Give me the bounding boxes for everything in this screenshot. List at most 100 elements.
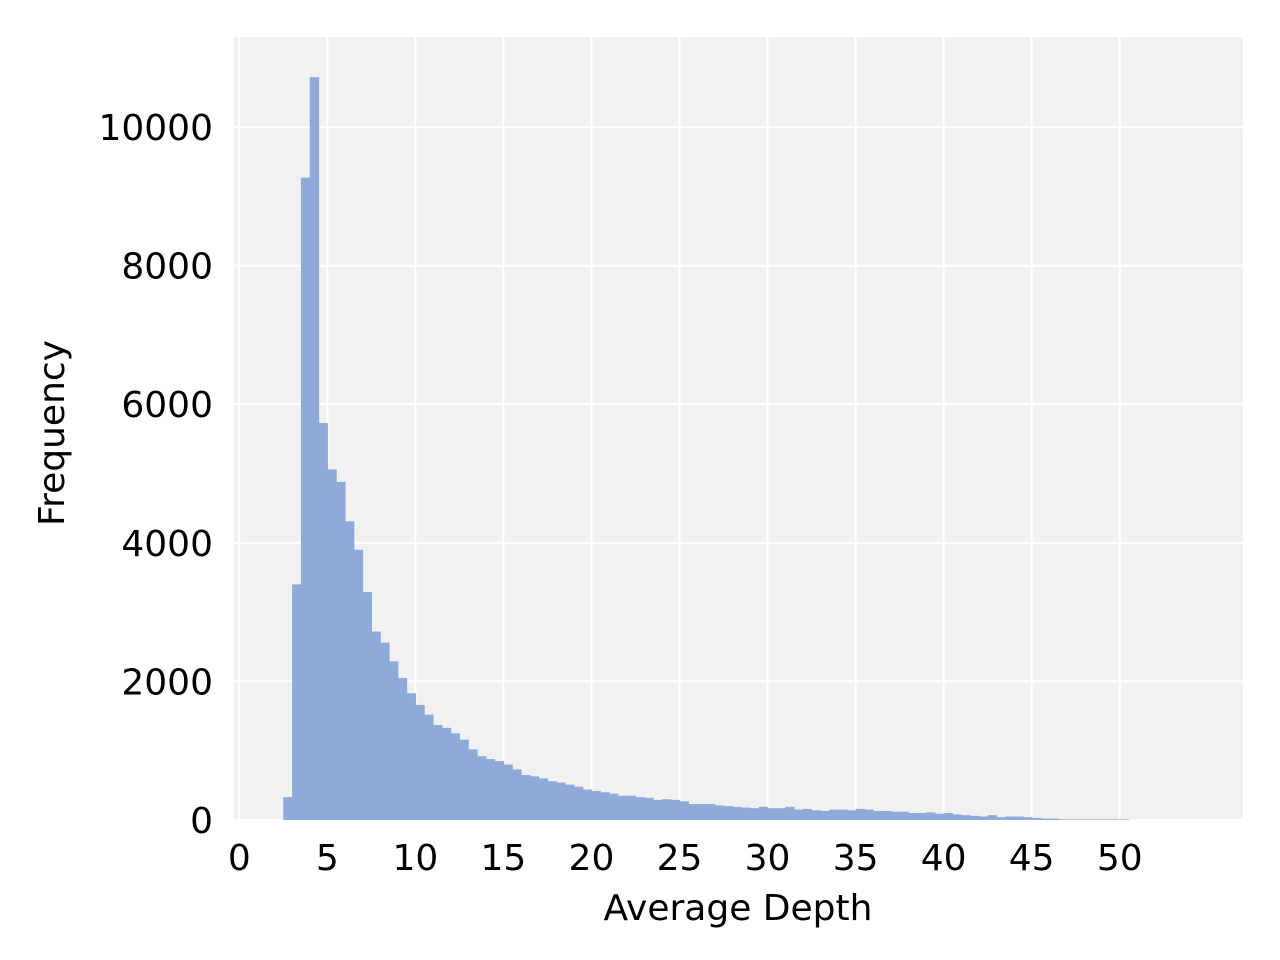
histogram-bar-20: [459, 739, 469, 820]
histogram-bar-61: [820, 810, 830, 820]
histogram-bar-75: [943, 813, 954, 820]
histogram-bar-7: [344, 521, 355, 820]
histogram-bar-91: [1084, 819, 1094, 820]
histogram-bar-57: [785, 806, 795, 820]
histogram-bar-17: [432, 725, 443, 820]
histogram-bar-36: [600, 792, 610, 820]
histogram-bar-95: [1119, 819, 1130, 820]
histogram-bar-64: [846, 810, 857, 820]
y-tick-label-10000: 10000: [98, 108, 213, 149]
histogram-bar-74: [934, 813, 945, 820]
x-tick-label-20: 20: [569, 838, 615, 879]
histogram-bar-48: [705, 804, 716, 820]
histogram-bar-70: [899, 811, 910, 820]
histogram-bar-28: [529, 776, 540, 820]
y-tick-label-2000: 2000: [121, 662, 213, 703]
histogram-bar-78: [970, 815, 980, 820]
histogram-bar-10: [371, 631, 381, 820]
histogram-bar-16: [424, 714, 434, 820]
x-tick-label-0: 0: [228, 838, 251, 879]
histogram-bar-56: [776, 808, 786, 820]
histogram-bars: [283, 77, 1130, 820]
histogram-bar-81: [996, 817, 1006, 820]
histogram-bar-35: [591, 790, 601, 820]
histogram-bar-39: [626, 795, 637, 820]
histogram-bar-34: [582, 789, 593, 820]
histogram-bar-15: [415, 704, 425, 820]
histogram-bar-19: [450, 733, 460, 820]
x-tick-label-35: 35: [833, 838, 879, 879]
x-tick-label-40: 40: [921, 838, 967, 879]
histogram-bar-12: [388, 661, 399, 820]
histogram-bar-85: [1031, 817, 1042, 820]
histogram-bar-44: [670, 799, 681, 820]
histogram-bar-60: [811, 810, 821, 820]
histogram-bar-2: [300, 177, 311, 820]
histogram-bar-45: [679, 801, 689, 820]
histogram-bar-41: [644, 797, 654, 820]
histogram-bar-52: [741, 807, 751, 820]
histogram-bar-83: [1014, 816, 1024, 820]
histogram-bar-32: [565, 784, 575, 820]
histogram-bar-8: [353, 549, 364, 820]
grid-lines: [234, 37, 1243, 821]
histogram-bar-1: [292, 584, 302, 820]
x-tick-label-25: 25: [657, 838, 703, 879]
histogram-bar-93: [1102, 819, 1112, 820]
histogram-bar-77: [961, 815, 971, 820]
histogram-bar-71: [908, 813, 918, 820]
histogram-bar-31: [556, 782, 566, 820]
histogram-bar-33: [573, 786, 584, 820]
histogram-bar-9: [362, 592, 372, 820]
histogram-bar-47: [697, 804, 707, 820]
histogram-bar-62: [829, 809, 839, 820]
histogram-bar-3: [309, 77, 320, 820]
x-tick-label-30: 30: [745, 838, 791, 879]
histogram-bar-6: [336, 481, 346, 820]
histogram-bar-67: [873, 810, 883, 820]
histogram-bar-27: [521, 774, 531, 820]
histogram-bar-59: [802, 808, 813, 820]
histogram-bar-23: [485, 759, 496, 820]
histogram-bar-86: [1040, 818, 1050, 820]
y-tick-label-6000: 6000: [121, 385, 213, 426]
histogram-bar-89: [1066, 819, 1077, 820]
histogram-bar-42: [653, 799, 663, 820]
histogram-bar-26: [512, 769, 522, 820]
histogram-bar-13: [397, 677, 408, 820]
histogram-bar-50: [723, 806, 733, 820]
histogram-bar-82: [1005, 816, 1015, 820]
histogram-bar-43: [661, 799, 672, 820]
histogram-bar-76: [952, 814, 962, 820]
x-tick-label-5: 5: [316, 838, 339, 879]
histogram-bar-49: [714, 805, 725, 820]
y-tick-label-0: 0: [190, 801, 213, 842]
y-tick-label-8000: 8000: [121, 247, 213, 288]
histogram-bar-65: [855, 808, 866, 820]
histogram-bar-58: [793, 809, 804, 820]
histogram-bar-22: [477, 756, 487, 820]
histogram-bar-68: [882, 810, 892, 820]
x-tick-label-45: 45: [1009, 838, 1055, 879]
histogram-bar-37: [609, 793, 619, 820]
histogram-bar-80: [987, 815, 998, 820]
histogram-bar-29: [538, 778, 549, 820]
histogram-bar-90: [1075, 819, 1086, 820]
histogram-bar-72: [917, 813, 927, 820]
histogram-bar-79: [978, 816, 989, 820]
histogram-bar-25: [503, 764, 513, 820]
histogram-bar-66: [864, 809, 874, 820]
histogram-bar-69: [890, 811, 901, 820]
y-tick-label-4000: 4000: [121, 524, 213, 565]
histogram-bar-73: [926, 812, 936, 820]
y-axis-tick-labels: 0 2000 4000 6000 8000 10000: [98, 108, 213, 842]
histogram-bar-38: [617, 795, 628, 820]
histogram-bar-51: [732, 806, 742, 820]
histogram-bar-63: [837, 809, 848, 820]
histogram-bar-4: [318, 422, 328, 820]
y-axis-label: Frequency: [32, 340, 73, 526]
x-axis-tick-labels: 0 5 10 15 20 25 30 35 40 45 50: [228, 838, 1143, 879]
histogram-bar-87: [1049, 818, 1059, 820]
histogram-bar-92: [1093, 819, 1103, 820]
